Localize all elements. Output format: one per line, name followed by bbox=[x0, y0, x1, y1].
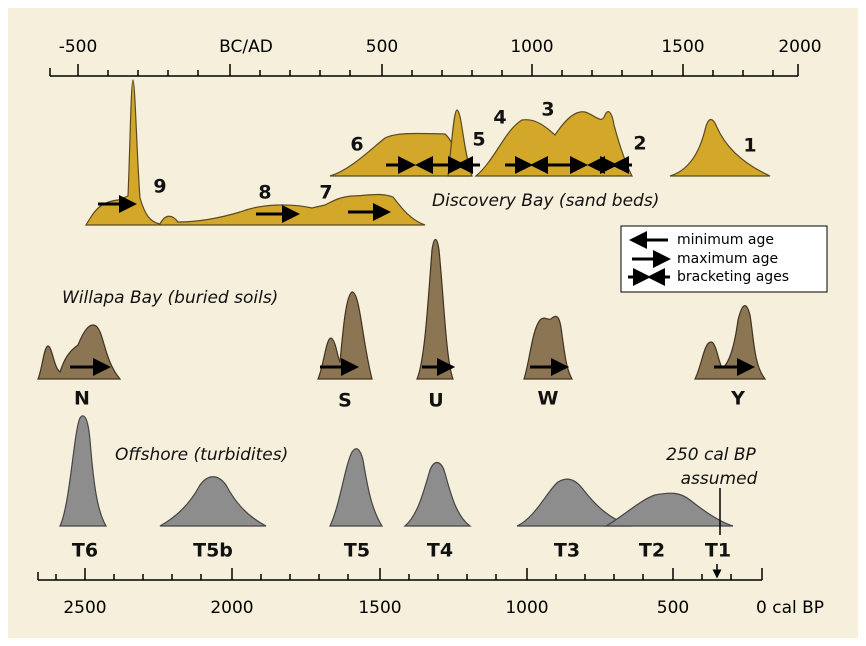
tick-label: 500 bbox=[657, 598, 689, 618]
label: T4 bbox=[427, 540, 453, 562]
tick-label: 2000 bbox=[778, 37, 821, 57]
legend-label: minimum age bbox=[677, 232, 774, 248]
label: 3 bbox=[541, 99, 554, 121]
tick-label: 1000 bbox=[505, 598, 548, 618]
label: T6 bbox=[72, 540, 98, 562]
legend-label: bracketing ages bbox=[677, 269, 789, 285]
note: assumed bbox=[681, 469, 758, 489]
offshore-distributions bbox=[59, 415, 734, 527]
label: N bbox=[74, 388, 90, 410]
tick-label: 2000 bbox=[210, 598, 253, 618]
tick-label: -500 bbox=[59, 37, 98, 57]
label: 4 bbox=[493, 107, 506, 129]
group-title: Offshore (turbidites) bbox=[115, 445, 288, 465]
label: 8 bbox=[258, 182, 271, 204]
label: S bbox=[338, 390, 352, 412]
tick-label: 2500 bbox=[63, 598, 106, 618]
age-arrows bbox=[70, 156, 755, 376]
label: 1 bbox=[743, 135, 756, 157]
label: T5b bbox=[193, 540, 233, 562]
label: 9 bbox=[153, 176, 166, 198]
tick-label: 1000 bbox=[510, 37, 553, 57]
tick-label: BC/AD bbox=[219, 37, 273, 57]
label: W bbox=[538, 388, 559, 410]
label: T3 bbox=[554, 540, 580, 562]
label: Y bbox=[730, 388, 745, 410]
label: T1 bbox=[705, 540, 731, 562]
top-axis bbox=[49, 64, 799, 77]
note: 250 cal BP bbox=[666, 445, 756, 465]
label: U bbox=[428, 390, 443, 412]
label: T5 bbox=[344, 540, 370, 562]
label: 6 bbox=[350, 134, 363, 156]
legend-label: maximum age bbox=[677, 251, 778, 267]
label: 7 bbox=[319, 182, 332, 204]
label: 2 bbox=[633, 133, 646, 155]
tick-label: 0 cal BP bbox=[756, 598, 824, 618]
bottom-axis bbox=[37, 568, 763, 581]
legend: minimum age maximum age bracketing ages bbox=[620, 225, 828, 293]
tick-label: 500 bbox=[366, 37, 398, 57]
tick-label: 1500 bbox=[661, 37, 704, 57]
label: T2 bbox=[639, 540, 665, 562]
label: 5 bbox=[472, 129, 485, 151]
group-title: Willapa Bay (buried soils) bbox=[62, 288, 278, 308]
group-title: Discovery Bay (sand beds) bbox=[432, 191, 659, 211]
tick-label: 1500 bbox=[358, 598, 401, 618]
